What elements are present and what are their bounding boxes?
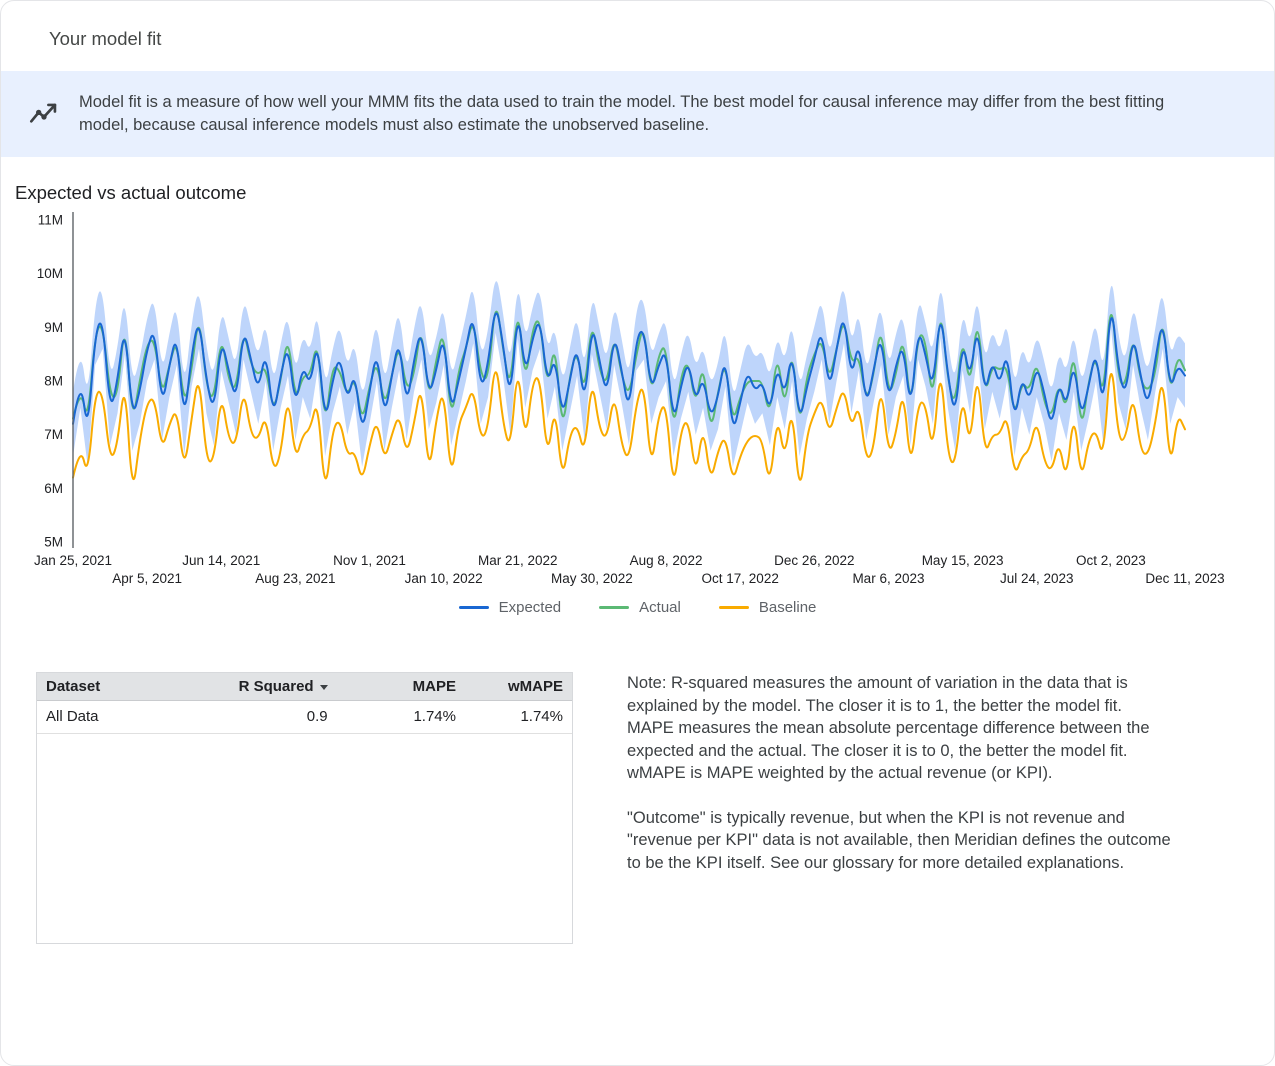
legend-label-expected: Expected: [498, 599, 562, 616]
x-axis-label: Dec 26, 2022: [774, 553, 854, 568]
legend-item-expected: Expected: [458, 599, 562, 616]
col-header-mape: MAPE: [336, 673, 465, 701]
x-axis-label: Nov 1, 2021: [333, 553, 406, 568]
baseline-line-swatch: [718, 606, 749, 609]
info-banner: Model fit is a measure of how well your …: [1, 71, 1274, 157]
cell-mape: 1.74%: [336, 700, 465, 734]
y-axis-label: 5M: [44, 535, 63, 550]
table-header-row: Dataset R Squared MAPE wMAPE: [37, 673, 572, 701]
col-header-r-squared[interactable]: R Squared: [213, 673, 337, 701]
sort-descending-icon[interactable]: [319, 684, 328, 690]
cell-dataset: All Data: [37, 700, 214, 734]
note-paragraph-metrics: Note: R-squared measures the amount of v…: [627, 674, 1150, 782]
y-axis-label: 10M: [37, 266, 63, 281]
x-axis-label: Apr 5, 2021: [112, 571, 182, 586]
baseline-line: [72, 371, 1186, 481]
metrics-table-container: Dataset R Squared MAPE wMAPE All Data 0.…: [36, 672, 573, 944]
confidence-band: [73, 281, 1185, 467]
content-row: Dataset R Squared MAPE wMAPE All Data 0.…: [36, 672, 1239, 944]
x-axis-label: Jan 25, 2021: [34, 553, 112, 568]
x-axis-label: Oct 2, 2023: [1076, 553, 1146, 568]
y-axis-label: 7M: [44, 427, 63, 442]
x-axis-label: Aug 8, 2022: [630, 553, 703, 568]
y-axis-label: 8M: [44, 374, 63, 389]
x-axis-label: Jun 14, 2021: [182, 553, 260, 568]
model-insights-icon: [27, 98, 61, 130]
y-axis-label: 6M: [44, 481, 63, 496]
y-axis-label: 11M: [38, 213, 63, 228]
note-paragraph-outcome: "Outcome" is typically revenue, but when…: [627, 808, 1171, 872]
legend-label-actual: Actual: [639, 599, 681, 616]
x-axis-label: Oct 17, 2022: [702, 571, 779, 586]
x-axis-label: May 15, 2023: [922, 553, 1004, 568]
x-axis-label: May 30, 2022: [551, 571, 633, 586]
table-row: All Data 0.9 1.74% 1.74%: [37, 700, 572, 734]
banner-text: Model fit is a measure of how well your …: [79, 93, 1165, 134]
x-axis-label: Dec 11, 2023: [1145, 571, 1224, 586]
notes-block: Note: R-squared measures the amount of v…: [627, 672, 1172, 896]
y-axis-label: 9M: [44, 320, 63, 335]
x-axis-label: Mar 21, 2022: [478, 553, 558, 568]
expected-line: [72, 312, 1186, 425]
x-axis-label: Jan 10, 2022: [405, 571, 483, 586]
col-header-wmape: wMAPE: [464, 673, 572, 701]
metrics-table: Dataset R Squared MAPE wMAPE All Data 0.…: [37, 673, 572, 734]
card-header: Your model fit: [1, 1, 1274, 71]
page-title: Your model fit: [49, 28, 162, 49]
col-header-dataset: Dataset: [37, 673, 214, 701]
legend-item-baseline: Baseline: [718, 599, 817, 616]
expected-line-swatch: [458, 606, 489, 609]
model-fit-chart: 5M 6M 7M 8M 9M 10M 11M Jan 25, 2021 Apr 5, 2021 J…: [1, 210, 1274, 616]
x-axis-label: Mar 6, 2023: [852, 571, 924, 586]
x-axis-label: Aug 23, 2021: [255, 571, 335, 586]
actual-line-swatch: [599, 606, 630, 609]
section-title: Expected vs actual outcome: [15, 182, 247, 203]
legend-label-baseline: Baseline: [758, 599, 817, 616]
legend-item-actual: Actual: [599, 599, 681, 616]
chart-legend: Expected Actual Baseline: [1, 599, 1274, 616]
cell-wmape: 1.74%: [464, 700, 572, 734]
x-axis-label: Jul 24, 2023: [1000, 571, 1074, 586]
cell-r-squared: 0.9: [213, 700, 337, 734]
